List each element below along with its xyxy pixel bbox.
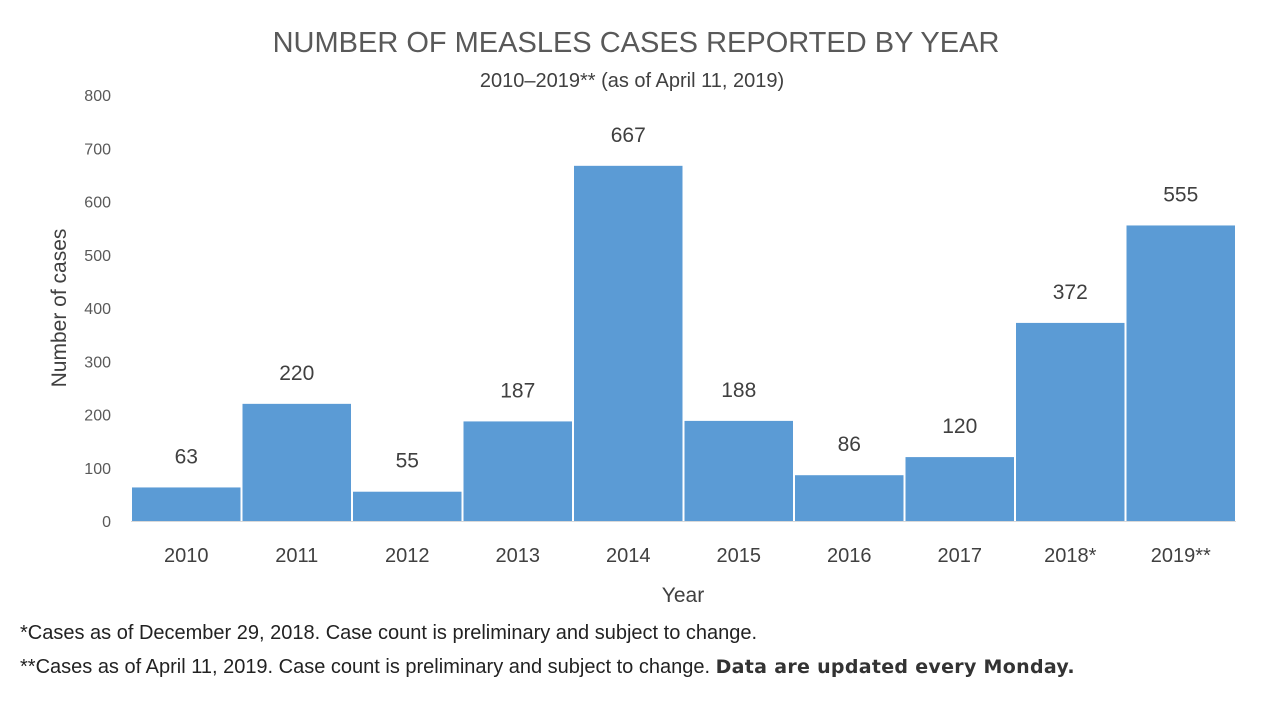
x-tick-label: 2016: [827, 545, 872, 567]
chart-subtitle: 2010–2019** (as of April 11, 2019): [480, 70, 784, 92]
footnote-2019-text: **Cases as of April 11, 2019. Case count…: [20, 656, 711, 678]
chart-title: NUMBER OF MEASLES CASES REPORTED BY YEAR: [273, 27, 1000, 59]
y-tick-label: 100: [84, 461, 111, 478]
x-tick-label: 2019**: [1151, 545, 1211, 567]
bars-group: [132, 165, 1235, 521]
y-tick-label: 700: [84, 141, 111, 158]
y-tick-label: 300: [84, 354, 111, 371]
y-tick-label: 800: [84, 88, 111, 105]
data-labels-group: 63 220 55 187 667 188 86 120 372 555: [175, 124, 1199, 473]
y-tick-label: 200: [84, 408, 111, 425]
data-label: 555: [1163, 183, 1198, 206]
data-label: 55: [396, 450, 419, 473]
data-label: 63: [175, 445, 198, 468]
x-tick-label: 2011: [275, 545, 318, 567]
y-tick-label: 600: [84, 195, 111, 212]
x-axis-label: Year: [662, 584, 704, 607]
y-tick-label: 500: [84, 248, 111, 265]
bar: [242, 403, 351, 521]
footnote-2019: **Cases as of April 11, 2019. Case count…: [20, 656, 1075, 679]
footnote-update-note: Data are updated every Monday.: [715, 656, 1075, 678]
data-label: 86: [838, 433, 861, 456]
y-tick-label: 400: [84, 301, 111, 318]
x-tick-label: 2012: [385, 545, 430, 567]
bar: [795, 475, 904, 521]
y-axis-label: Number of cases: [48, 229, 71, 388]
x-tick-label: 2015: [717, 545, 762, 567]
bar: [1126, 225, 1235, 521]
data-label: 220: [279, 362, 314, 385]
bar: [1016, 322, 1125, 521]
x-tick-label: 2017: [938, 545, 983, 567]
y-tick-label: 0: [102, 514, 111, 531]
data-label: 187: [500, 379, 535, 402]
data-label: 372: [1053, 281, 1088, 304]
x-tick-label: 2014: [606, 545, 651, 567]
data-label: 120: [942, 415, 977, 438]
x-tick-label: 2013: [496, 545, 541, 567]
x-tick-label: 2010: [164, 545, 209, 567]
x-tick-label: 2018*: [1044, 545, 1096, 567]
bar: [463, 421, 572, 521]
footnote-2018: *Cases as of December 29, 2018. Case cou…: [20, 622, 758, 644]
bar: [353, 491, 462, 521]
data-label: 188: [721, 379, 756, 402]
bar: [574, 165, 683, 521]
data-label: 667: [611, 124, 646, 147]
bar: [684, 420, 793, 521]
bar: [905, 457, 1014, 521]
y-axis-ticks: 0 100 200 300 400 500 600 700 800: [84, 88, 111, 531]
bar: [132, 487, 241, 521]
x-axis-ticks: 2010 2011 2012 2013 2014 2015 2016 2017 2018* 201…: [164, 545, 1211, 567]
